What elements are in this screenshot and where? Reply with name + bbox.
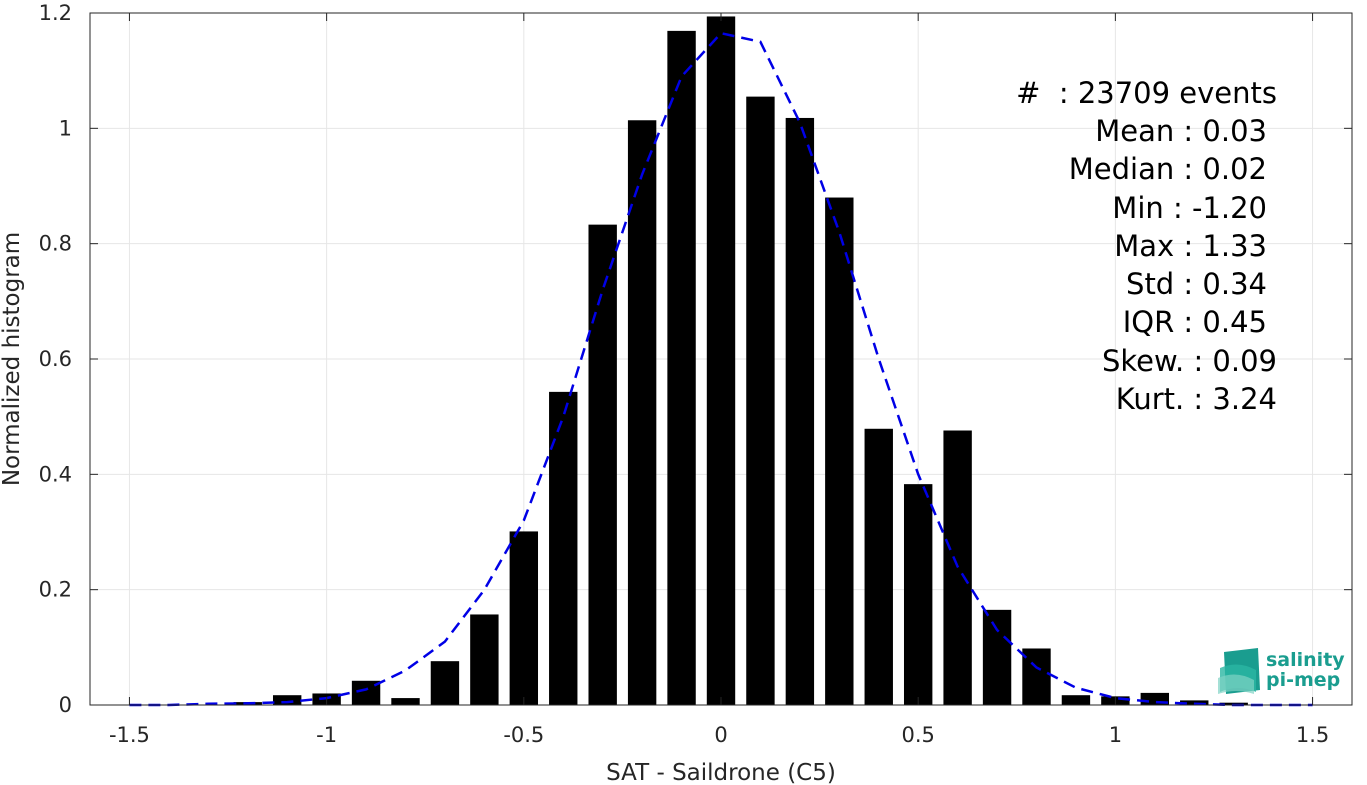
y-tick-label: 0.4 (39, 462, 72, 486)
histogram-bar (943, 430, 972, 705)
x-tick-label: 0 (714, 723, 727, 747)
stats-max: Max : 1.33 (1114, 229, 1267, 263)
histogram-bar (903, 484, 933, 705)
stats-iqr: IQR : 0.45 (1123, 305, 1267, 339)
histogram-bar (272, 695, 302, 705)
x-tick-label: -1 (316, 723, 337, 747)
histogram-bar (391, 698, 420, 705)
x-tick-labels: -1.5 -1 -0.5 0 0.5 1 1.5 (109, 723, 1329, 747)
histogram-bar (549, 391, 578, 705)
stats-events: # : 23709 events (1016, 76, 1277, 110)
y-tick-labels: 0 0.2 0.4 0.6 0.8 1 1.2 (39, 1, 72, 717)
logo-line2: pi-mep (1266, 669, 1340, 691)
histogram-bar (588, 224, 617, 706)
histogram-bar (470, 614, 499, 705)
x-axis-title: SAT - Saildrone (C5) (606, 760, 836, 785)
stats-box: # : 23709 events Mean : 0.03 Median : 0.… (1016, 76, 1277, 416)
stats-skew: Skew. : 0.09 (1102, 344, 1277, 378)
x-tick-label: 1.5 (1296, 723, 1329, 747)
histogram-bar (509, 531, 539, 705)
x-tick-label: -0.5 (503, 723, 544, 747)
histogram-bar (667, 30, 696, 706)
salinity-pimep-logo: salinity pi-mep (1218, 648, 1345, 694)
histogram-bar (627, 120, 657, 705)
histogram-bar (1061, 695, 1091, 705)
histogram-bar (785, 117, 815, 706)
stats-std: Std : 0.34 (1126, 267, 1267, 301)
y-tick-label: 0 (59, 693, 72, 717)
histogram-bar (746, 96, 775, 705)
logo-line1: salinity (1266, 649, 1345, 671)
stats-kurt: Kurt. : 3.24 (1116, 382, 1277, 416)
histogram-bar (825, 197, 854, 706)
histogram-bar (706, 16, 736, 705)
stats-median: Median : 0.02 (1069, 152, 1267, 186)
histogram-bars (233, 16, 1248, 706)
x-tick-label: -1.5 (109, 723, 150, 747)
x-tick-label: 0.5 (901, 723, 934, 747)
y-tick-label: 0.2 (39, 578, 72, 602)
stats-mean: Mean : 0.03 (1095, 114, 1267, 148)
stats-min: Min : -1.20 (1112, 191, 1267, 225)
histogram-bar (430, 661, 460, 705)
y-tick-label: 1 (59, 116, 72, 140)
wave-logo-icon (1218, 648, 1260, 694)
y-tick-label: 0.8 (39, 232, 72, 256)
histogram-bar (864, 428, 893, 705)
y-tick-label: 0.6 (39, 347, 72, 371)
x-tick-label: 1 (1109, 723, 1122, 747)
y-tick-label: 1.2 (39, 1, 72, 25)
histogram-bar (1022, 648, 1051, 705)
y-axis-title: Normalized histogram (0, 232, 25, 486)
axis-ticks (90, 12, 1352, 706)
histogram-bar (982, 609, 1012, 705)
